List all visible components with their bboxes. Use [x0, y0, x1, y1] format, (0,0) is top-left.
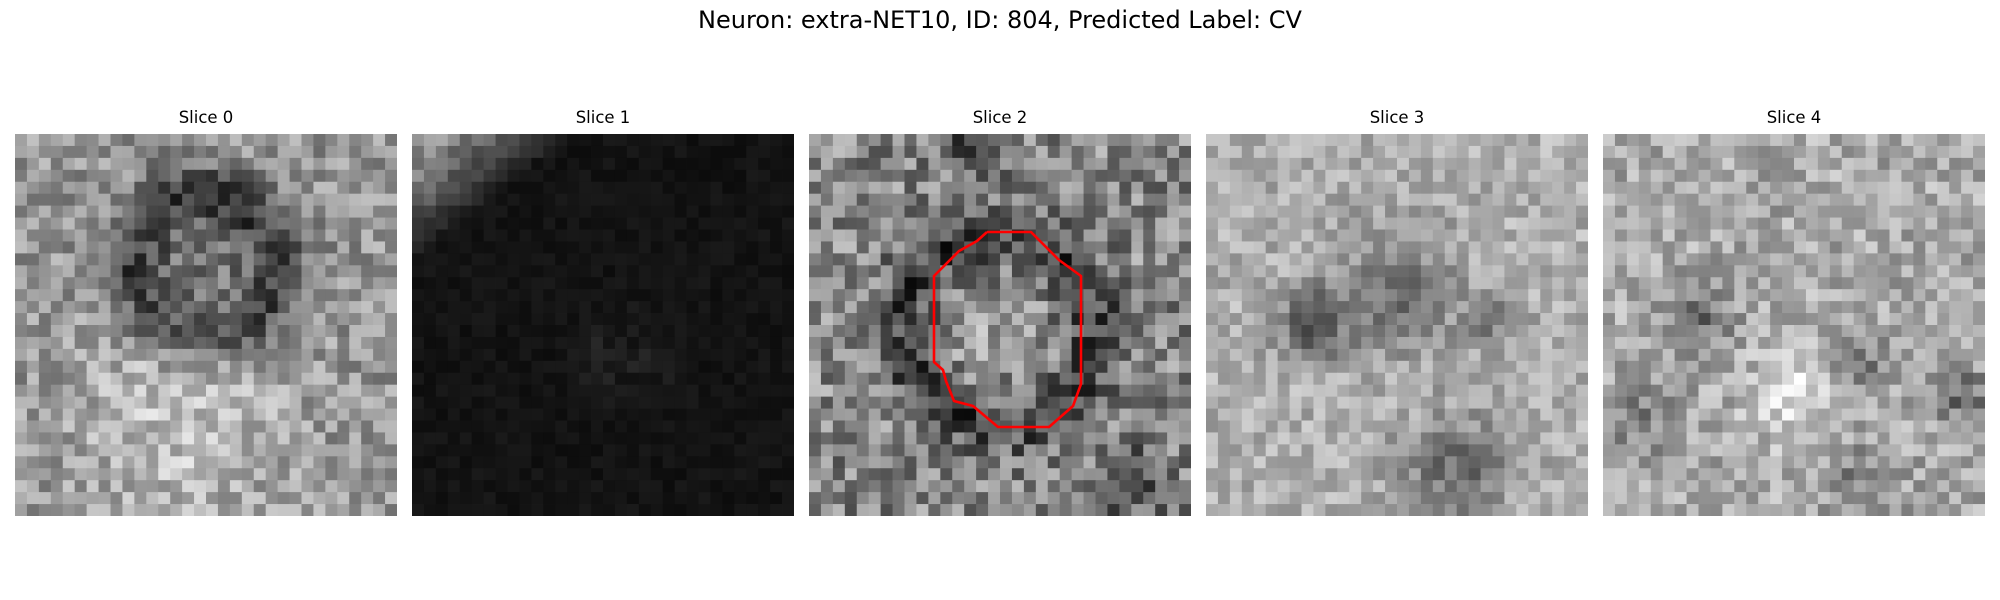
slice-title-3: Slice 3 [1369, 108, 1425, 127]
slice-title-4: Slice 4 [1766, 108, 1822, 127]
slice-image-4 [1603, 134, 1985, 516]
slice-image-0 [15, 134, 397, 516]
slice-image-1 [412, 134, 794, 516]
slice-title-2: Slice 2 [972, 108, 1028, 127]
slice-panel-4: Slice 4 [1603, 108, 1985, 516]
slice-panel-1: Slice 1 [412, 108, 794, 516]
slice-title-0: Slice 0 [178, 108, 234, 127]
slice-panel-2: Slice 2 [809, 108, 1191, 516]
figure-title: Neuron: extra-NET10, ID: 804, Predicted … [698, 6, 1302, 34]
slice-title-1: Slice 1 [575, 108, 631, 127]
slice-panel-0: Slice 0 [15, 108, 397, 516]
slice-panel-3: Slice 3 [1206, 108, 1588, 516]
slice-image-2 [809, 134, 1191, 516]
segmentation-contour [932, 230, 1083, 429]
slice-image-3 [1206, 134, 1588, 516]
